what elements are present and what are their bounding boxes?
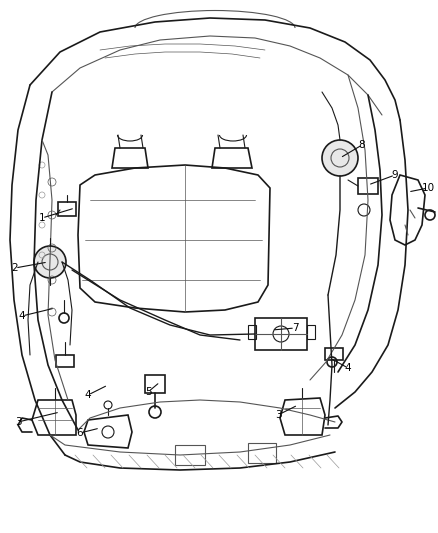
Text: 4: 4	[345, 363, 351, 373]
Text: 10: 10	[421, 183, 434, 193]
Text: 2: 2	[12, 263, 18, 273]
Text: 4: 4	[19, 311, 25, 321]
Text: 3: 3	[15, 417, 21, 427]
Text: 9: 9	[392, 170, 398, 180]
Text: 8: 8	[359, 140, 365, 150]
Bar	[255, 318, 307, 350]
Bar	[145, 375, 165, 393]
Text: 7: 7	[292, 323, 298, 333]
Bar	[325, 348, 343, 360]
Text: 4: 4	[85, 390, 91, 400]
Bar	[358, 178, 378, 194]
Bar	[58, 202, 76, 216]
Bar	[307, 325, 315, 339]
Circle shape	[322, 140, 358, 176]
Text: 3: 3	[275, 410, 281, 420]
Circle shape	[34, 246, 66, 278]
Bar	[248, 443, 276, 463]
Bar	[56, 355, 74, 367]
Text: 6: 6	[77, 428, 83, 438]
Bar	[248, 325, 256, 339]
Text: 1: 1	[39, 213, 45, 223]
Text: 5: 5	[145, 387, 151, 397]
Bar	[175, 445, 205, 465]
